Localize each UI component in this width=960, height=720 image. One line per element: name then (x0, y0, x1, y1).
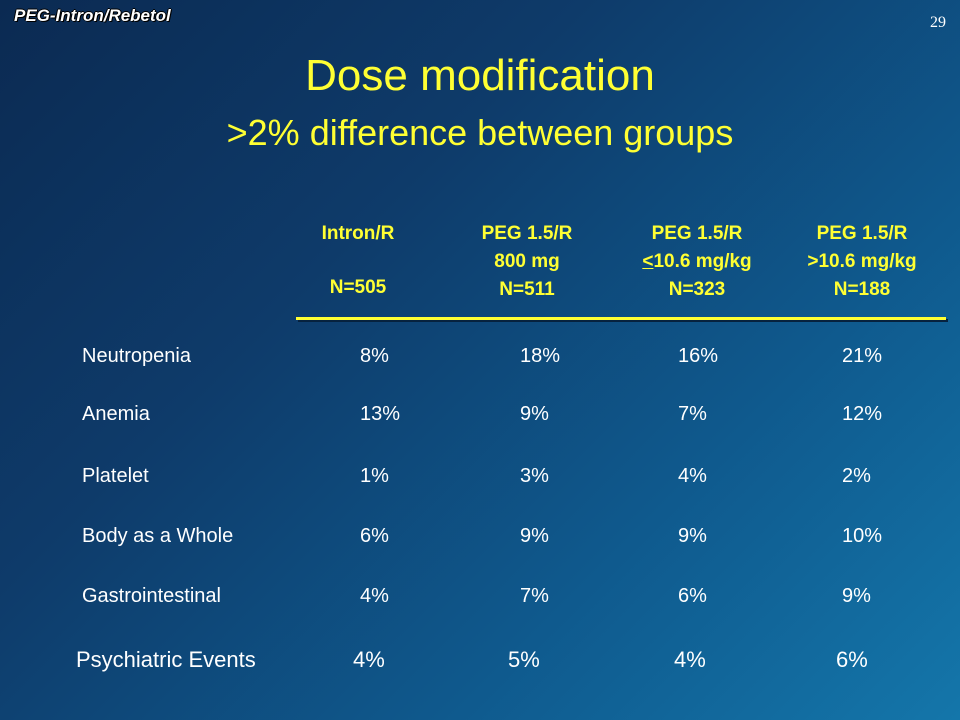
cell-value: 1% (360, 465, 389, 487)
cell-value: 4% (678, 465, 707, 487)
cell-value: 4% (674, 647, 706, 672)
column-header-line2: 800 mg (494, 251, 560, 272)
table-row: Gastrointestinal 4% 7% 6% 9% (0, 585, 960, 615)
table-row: Neutropenia 8% 18% 16% 21% (0, 345, 960, 375)
row-label: Neutropenia (82, 345, 191, 367)
cell-value: 7% (520, 585, 549, 607)
header-divider (296, 317, 946, 320)
column-header-intron: Intron/R N=505 (268, 220, 448, 302)
column-header-line2: >10.6 mg/kg (807, 251, 917, 272)
table-row: Body as a Whole 6% 9% 9% 10% (0, 525, 960, 555)
table-row: Psychiatric Events 4% 5% 4% 6% (0, 647, 960, 677)
cell-value: 8% (360, 345, 389, 367)
column-header-line1: PEG 1.5/R (651, 223, 743, 244)
cell-value: 9% (520, 525, 549, 547)
column-header-line2 (268, 248, 448, 276)
cell-value: 2% (842, 465, 871, 487)
cell-value: 13% (360, 403, 401, 425)
row-label: Platelet (82, 465, 149, 487)
column-header-n: N=505 (329, 277, 387, 298)
slide-subtitle: >2% difference between groups (226, 112, 734, 153)
row-label: Anemia (82, 403, 150, 425)
cell-value: 9% (678, 525, 707, 547)
column-header-dose: 10.6 mg/kg (653, 251, 752, 272)
row-label: Gastrointestinal (82, 585, 221, 607)
table-row: Anemia 13% 9% 7% 12% (0, 403, 960, 433)
slide-title: Dose modification (305, 51, 655, 100)
column-header-n: N=188 (833, 279, 891, 300)
cell-value: 12% (842, 403, 883, 425)
cell-value: 4% (360, 585, 389, 607)
row-label: Body as a Whole (82, 525, 234, 547)
cell-value: 9% (520, 403, 549, 425)
column-header-n: N=511 (499, 279, 555, 300)
cell-value: 6% (360, 525, 389, 547)
row-label: Psychiatric Events (76, 647, 256, 672)
cell-value: 4% (353, 647, 385, 672)
cell-value: 6% (836, 647, 868, 672)
column-header-line2: <10.6 mg/kg (607, 248, 787, 276)
table-row: Platelet 1% 3% 4% 2% (0, 465, 960, 495)
slide-number: 29 (930, 14, 946, 31)
cell-value: 7% (678, 403, 707, 425)
cell-value: 5% (508, 647, 540, 672)
column-header-n: N=323 (668, 279, 726, 300)
column-header-peg-800mg: PEG 1.5/R 800 mg N=511 (437, 220, 617, 304)
column-header-line1: PEG 1.5/R (816, 223, 908, 244)
cell-value: 6% (678, 585, 707, 607)
column-header-line1: Intron/R (321, 223, 395, 244)
cell-value: 10% (842, 525, 883, 547)
less-equal-symbol: < (642, 251, 654, 272)
column-header-peg-le-10-6: PEG 1.5/R <10.6 mg/kg N=323 (607, 220, 787, 304)
column-header-peg-gt-10-6: PEG 1.5/R >10.6 mg/kg N=188 (772, 220, 952, 304)
cell-value: 3% (520, 465, 549, 487)
brand-label: PEG-Intron/Rebetol (14, 6, 171, 25)
cell-value: 9% (842, 585, 871, 607)
cell-value: 16% (678, 345, 719, 367)
cell-value: 18% (520, 345, 561, 367)
cell-value: 21% (842, 345, 883, 367)
column-header-line1: PEG 1.5/R (481, 223, 573, 244)
